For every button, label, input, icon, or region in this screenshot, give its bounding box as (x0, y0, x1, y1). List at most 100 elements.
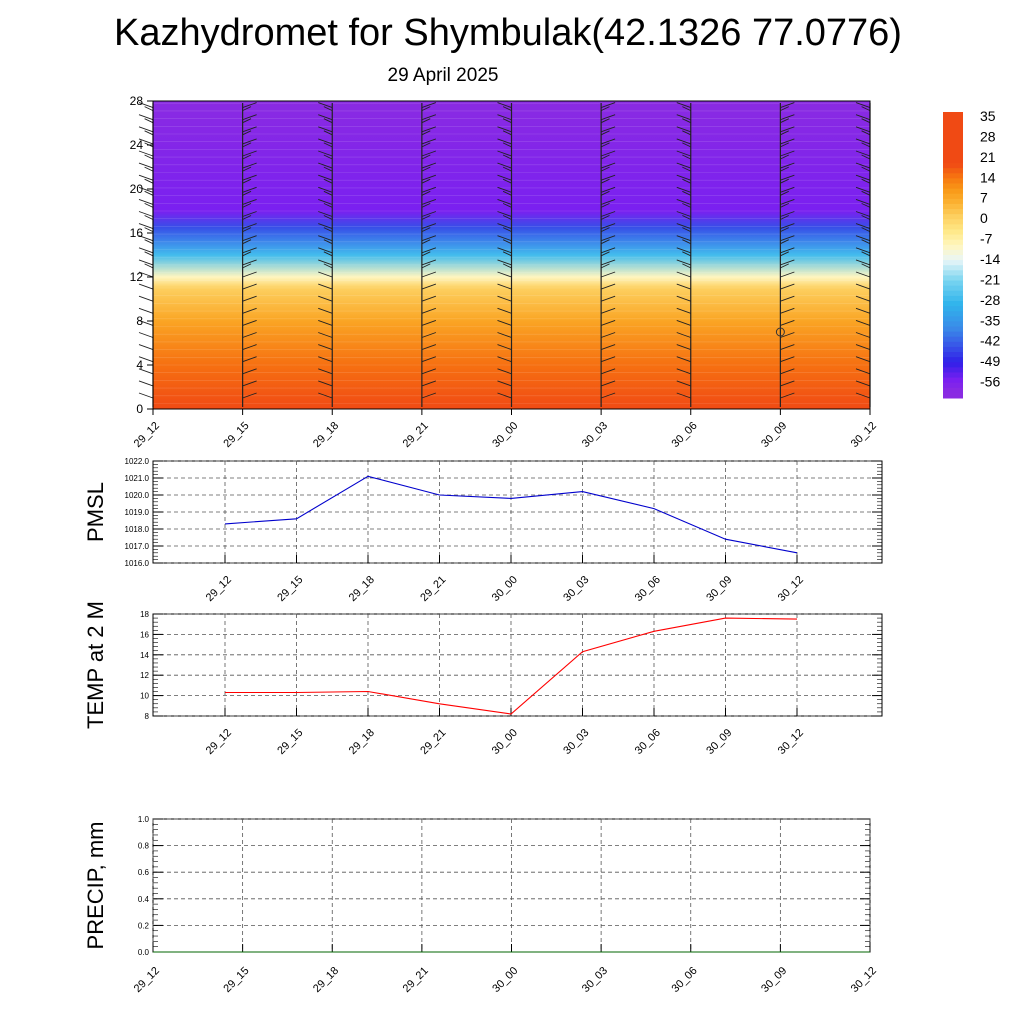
wind-barb (421, 126, 437, 133)
wind-barb (855, 150, 871, 157)
wind-barb (318, 344, 333, 351)
wind-barb (780, 130, 789, 136)
wind-barb (318, 211, 333, 217)
wind-barb (676, 126, 691, 133)
y-tick-label: 4 (136, 358, 143, 372)
wind-barb (144, 202, 154, 208)
wind-barb (502, 202, 512, 208)
wind-barb (242, 186, 257, 193)
wind-barb (421, 202, 431, 208)
wind-barb (682, 118, 691, 124)
wind-barb (861, 239, 871, 245)
wind-barb (242, 118, 252, 124)
wind-barb (780, 202, 789, 208)
wind-barb (676, 247, 691, 254)
wind-barb (502, 106, 512, 112)
wind-barb (600, 130, 610, 136)
wind-barb (600, 154, 610, 160)
wind-barb (780, 356, 795, 363)
wind-barb (600, 319, 616, 326)
wind-barb (242, 283, 257, 290)
wind-barb (144, 178, 154, 184)
colorbar-swatch (943, 122, 963, 128)
wind-barb (855, 271, 871, 278)
y-axis-label: PMSL (83, 482, 108, 542)
y-tick-label: 12 (130, 270, 144, 284)
wind-barb (421, 227, 431, 233)
wind-barb (497, 126, 512, 133)
wind-barb (318, 307, 333, 314)
wind-barb (600, 307, 616, 314)
wind-barb (497, 259, 512, 266)
wind-barb (502, 190, 512, 196)
series-line (224, 475, 798, 554)
y-tick-label: 12 (140, 671, 149, 680)
x-tick-label: 30_00 (490, 727, 520, 757)
wind-barb (600, 247, 616, 254)
wind-barb (502, 178, 512, 184)
y-tick-label: 18 (140, 610, 149, 619)
wind-barb (421, 259, 437, 266)
wind-barb (855, 126, 871, 133)
wind-barb (780, 295, 795, 302)
wind-barb (780, 198, 795, 205)
wind-barb (855, 368, 871, 375)
wind-barb (676, 392, 691, 399)
wind-barb (600, 368, 616, 375)
wind-barb (861, 142, 871, 148)
colorbar-swatch (943, 157, 963, 164)
wind-barb (242, 239, 252, 245)
wind-barb (323, 118, 333, 124)
wind-barb (780, 102, 795, 109)
wind-barb (600, 118, 610, 124)
wind-barb (421, 356, 437, 363)
colorbar-swatch (943, 326, 963, 333)
wind-barb (502, 251, 512, 257)
wind-barb (780, 190, 789, 196)
wind-barb (144, 215, 154, 220)
wind-barb (421, 239, 431, 245)
x-tick-label: 30_06 (670, 965, 700, 995)
x-tick-label: 30_03 (580, 420, 610, 450)
wind-barb (497, 198, 512, 205)
wind-barb (318, 271, 333, 278)
x-tick-label: 30_12 (776, 574, 806, 604)
panel-frame (152, 613, 883, 717)
wind-barb (600, 235, 616, 242)
colorbar-label: -28 (980, 292, 1000, 308)
wind-barb (855, 211, 871, 217)
wind-barb (242, 114, 257, 121)
wind-barb (138, 319, 154, 326)
wind-barb (323, 239, 333, 245)
wind-barb (138, 174, 154, 181)
wind-barb (318, 174, 333, 181)
wind-barb (676, 114, 691, 121)
wind-barb (497, 283, 512, 290)
wind-barb (780, 142, 789, 148)
colorbar-swatch (943, 137, 963, 144)
page-date: 29 April 2025 (387, 65, 499, 86)
wind-barb (502, 239, 512, 245)
x-tick-label: 29_21 (401, 420, 431, 450)
wind-barb (861, 202, 871, 208)
wind-barb (861, 178, 871, 184)
wind-barb (682, 190, 691, 196)
wind-barb (676, 356, 691, 363)
wind-barb (144, 106, 154, 112)
wind-barb (497, 102, 512, 109)
wind-barb (676, 102, 691, 109)
wind-barb (421, 211, 437, 217)
wind-barb (242, 319, 257, 326)
x-tick-label: 30_09 (704, 727, 734, 757)
wind-barb (318, 295, 333, 302)
wind-barb (421, 166, 431, 172)
wind-barb (502, 118, 512, 124)
wind-barb (421, 283, 437, 290)
wind-barb (600, 114, 616, 121)
wind-barb (497, 356, 512, 363)
wind-barb (600, 162, 616, 169)
y-tick-label: 28 (130, 94, 144, 108)
wind-barb (502, 142, 512, 148)
wind-barb (600, 198, 616, 205)
wind-barb (138, 247, 154, 254)
